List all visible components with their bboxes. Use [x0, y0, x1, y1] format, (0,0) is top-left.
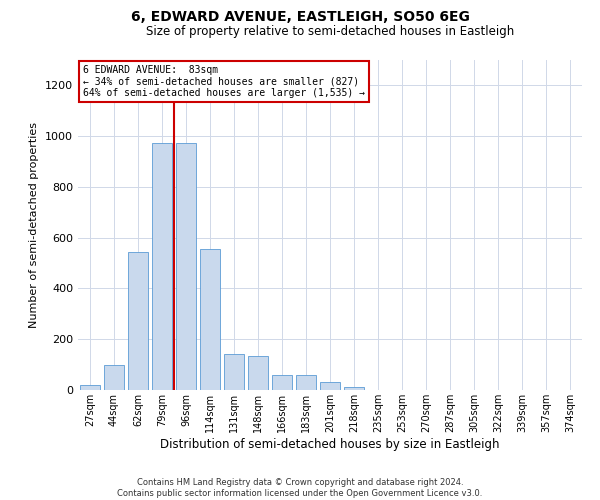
Bar: [344, 388, 364, 390]
Bar: [296, 375, 316, 390]
Bar: [320, 382, 340, 390]
Bar: [272, 375, 292, 390]
Bar: [176, 142, 196, 390]
Title: Size of property relative to semi-detached houses in Eastleigh: Size of property relative to semi-detach…: [146, 25, 514, 38]
Bar: [224, 354, 244, 390]
Text: 6 EDWARD AVENUE:  83sqm
← 34% of semi-detached houses are smaller (827)
64% of s: 6 EDWARD AVENUE: 83sqm ← 34% of semi-det…: [83, 65, 365, 98]
Bar: [248, 356, 268, 390]
Bar: [200, 249, 220, 390]
X-axis label: Distribution of semi-detached houses by size in Eastleigh: Distribution of semi-detached houses by …: [160, 438, 500, 450]
Bar: [104, 364, 124, 390]
Bar: [128, 252, 148, 390]
Bar: [152, 142, 172, 390]
Y-axis label: Number of semi-detached properties: Number of semi-detached properties: [29, 122, 40, 328]
Bar: [80, 385, 100, 390]
Text: Contains HM Land Registry data © Crown copyright and database right 2024.
Contai: Contains HM Land Registry data © Crown c…: [118, 478, 482, 498]
Text: 6, EDWARD AVENUE, EASTLEIGH, SO50 6EG: 6, EDWARD AVENUE, EASTLEIGH, SO50 6EG: [131, 10, 469, 24]
